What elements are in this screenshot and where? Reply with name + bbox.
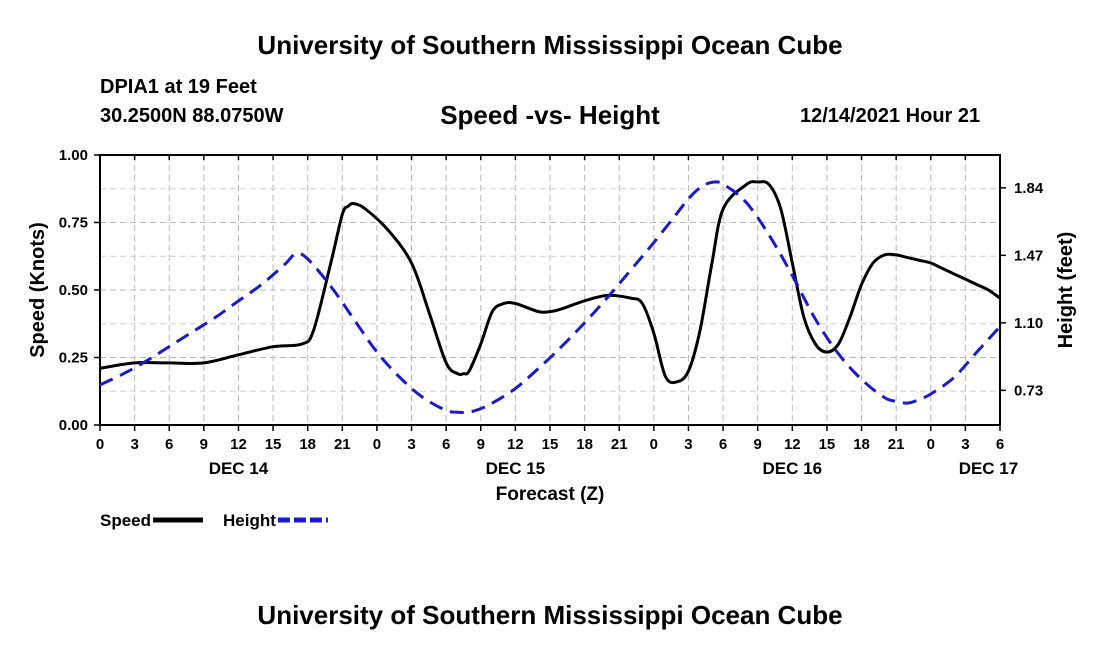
station-label: DPIA1 at 19 Feet bbox=[100, 76, 257, 98]
x-tick-label: 18 bbox=[853, 436, 870, 453]
x-tick-label: 0 bbox=[373, 436, 381, 453]
x-tick-label: 21 bbox=[888, 436, 905, 453]
x-tick-label: 3 bbox=[961, 436, 969, 453]
x-tick-label: 9 bbox=[477, 436, 485, 453]
x-tick-label: 21 bbox=[334, 436, 351, 453]
x-tick-label: 18 bbox=[299, 436, 316, 453]
page-title: University of Southern Mississippi Ocean… bbox=[257, 30, 843, 60]
footer-title: University of Southern Mississippi Ocean… bbox=[257, 600, 843, 630]
x-tick-label: 3 bbox=[684, 436, 692, 453]
y2-axis-title: Height (feet) bbox=[1055, 232, 1077, 349]
x-tick-label: 6 bbox=[996, 436, 1004, 453]
grid bbox=[100, 155, 1000, 425]
x-tick-label: 3 bbox=[407, 436, 415, 453]
series-line-speed bbox=[99, 180, 1001, 385]
x-tick-label: 6 bbox=[719, 436, 727, 453]
legend-label-speed: Speed bbox=[100, 511, 151, 530]
coordinates-label: 30.2500N 88.0750W bbox=[100, 105, 284, 127]
speed-height-chart: 0 3 6 9 12 15 18 21 0 3 6 9 12 15 18 21 0 3 6 9 12 15 18 21 0 3 6 0… bbox=[27, 147, 1077, 530]
chart-title: Speed -vs- Height bbox=[440, 100, 660, 130]
y-tick-label: 0.50 bbox=[59, 282, 88, 299]
y2-tick-label: 1.47 bbox=[1014, 247, 1043, 264]
y2-tick-label: 1.84 bbox=[1014, 180, 1044, 197]
y2-tick-label: 0.73 bbox=[1014, 382, 1043, 399]
x-tick-label: 21 bbox=[611, 436, 628, 453]
axes: 0 3 6 9 12 15 18 21 0 3 6 9 12 15 18 21 0 3 6 9 12 15 18 21 0 3 6 0… bbox=[27, 147, 1077, 505]
forecast-datetime: 12/14/2021 Hour 21 bbox=[800, 105, 981, 127]
x-tick-label: 15 bbox=[819, 436, 836, 453]
y-tick-label: 0.75 bbox=[59, 215, 88, 232]
x-tick-label: 0 bbox=[927, 436, 935, 453]
day-label: DEC 15 bbox=[486, 459, 546, 478]
x-tick-label: 0 bbox=[96, 436, 104, 453]
y-axis-title: Speed (Knots) bbox=[27, 222, 49, 358]
x-tick-label: 15 bbox=[542, 436, 559, 453]
x-tick-label: 9 bbox=[200, 436, 208, 453]
x-axis-title: Forecast (Z) bbox=[496, 484, 605, 505]
x-tick-label: 3 bbox=[130, 436, 138, 453]
x-tick-label: 15 bbox=[265, 436, 282, 453]
y2-tick-label: 1.10 bbox=[1014, 315, 1043, 332]
day-label: DEC 14 bbox=[209, 459, 269, 478]
legend: Speed Height bbox=[100, 511, 328, 530]
series-line-height bbox=[99, 180, 1002, 415]
x-tick-label: 18 bbox=[576, 436, 593, 453]
legend-label-height: Height bbox=[223, 511, 276, 530]
series bbox=[99, 180, 1002, 415]
x-tick-label: 12 bbox=[784, 436, 801, 453]
x-tick-label: 9 bbox=[754, 436, 762, 453]
day-label: DEC 16 bbox=[763, 459, 823, 478]
x-tick-label: 0 bbox=[650, 436, 658, 453]
y-tick-label: 0.25 bbox=[59, 350, 88, 367]
y-tick-label: 0.00 bbox=[59, 417, 88, 434]
x-tick-label: 12 bbox=[507, 436, 524, 453]
y-tick-label: 1.00 bbox=[59, 147, 88, 164]
day-label: DEC 17 bbox=[959, 459, 1019, 478]
x-tick-label: 6 bbox=[165, 436, 173, 453]
x-tick-label: 12 bbox=[230, 436, 247, 453]
x-tick-label: 6 bbox=[442, 436, 450, 453]
